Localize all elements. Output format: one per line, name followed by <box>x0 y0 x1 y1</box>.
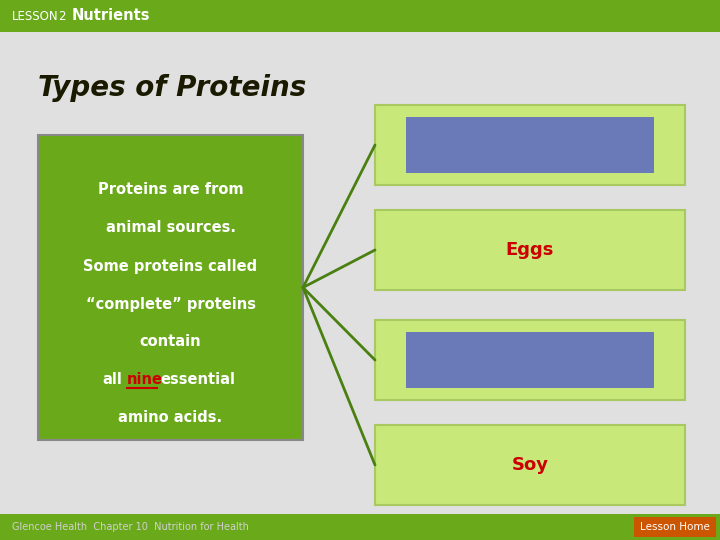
Bar <box>0 0 720 32</box>
Text: animal sources.: animal sources. <box>106 220 235 235</box>
Text: nine: nine <box>127 373 163 388</box>
Bar <box>375 425 685 505</box>
Text: Glencoe Health  Chapter 10  Nutrition for Health: Glencoe Health Chapter 10 Nutrition for … <box>12 522 249 532</box>
Text: Types of Proteins: Types of Proteins <box>38 74 306 102</box>
Bar <box>38 135 303 440</box>
Text: Nutrients: Nutrients <box>72 9 150 24</box>
Text: amino acids.: amino acids. <box>118 410 222 426</box>
Bar <box>634 517 716 537</box>
Text: Eggs: Eggs <box>506 241 554 259</box>
Bar <box>375 210 685 290</box>
Text: 2: 2 <box>58 10 66 23</box>
Bar <box>375 320 685 400</box>
Text: Soy: Soy <box>511 456 549 474</box>
Text: contain: contain <box>140 334 202 349</box>
Bar <box>406 117 654 173</box>
Bar <box>375 105 685 185</box>
Text: Some proteins called: Some proteins called <box>84 259 258 273</box>
Bar <box>406 332 654 388</box>
Text: LESSON: LESSON <box>12 10 58 23</box>
Text: essential: essential <box>161 373 235 388</box>
Bar <box>0 514 720 540</box>
Text: Lesson Home: Lesson Home <box>640 522 710 532</box>
Text: all: all <box>102 373 122 388</box>
Text: Proteins are from: Proteins are from <box>98 183 243 198</box>
Text: “complete” proteins: “complete” proteins <box>86 296 256 312</box>
